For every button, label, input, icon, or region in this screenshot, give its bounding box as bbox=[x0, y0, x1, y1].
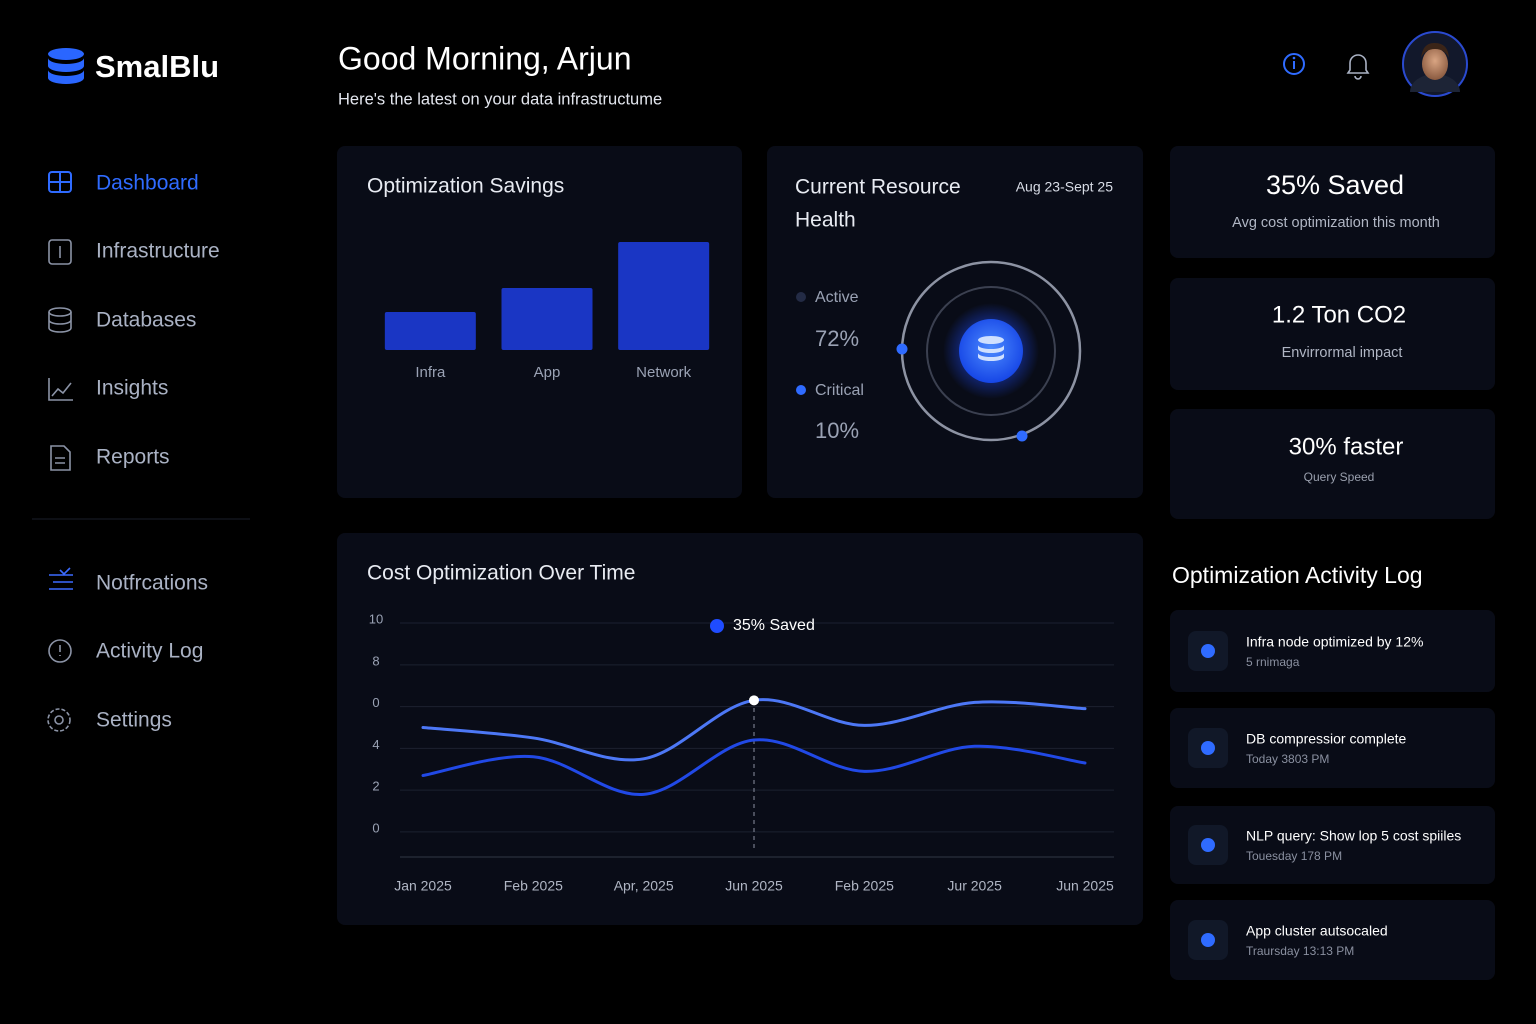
y-tick-label: 8 bbox=[372, 653, 379, 668]
bar[interactable] bbox=[384, 312, 476, 350]
focus-point[interactable] bbox=[749, 695, 759, 706]
log-icon bbox=[1201, 933, 1215, 947]
stat-label: Query Speed bbox=[1304, 470, 1375, 484]
avatar[interactable] bbox=[1402, 31, 1468, 97]
nav-databases[interactable]: Databases bbox=[48, 307, 196, 333]
x-tick-label: Apr, 2025 bbox=[614, 878, 674, 894]
log-card bbox=[1170, 900, 1495, 980]
x-tick-label: Network bbox=[636, 364, 692, 381]
x-tick-label: Jan 2025 bbox=[394, 878, 452, 894]
y-tick-label: 2 bbox=[372, 779, 379, 794]
log-card bbox=[1170, 806, 1495, 884]
x-tick-label: Jur 2025 bbox=[947, 878, 1002, 894]
greeting: Good Morning, Arjun bbox=[338, 40, 632, 76]
y-tick-label: 0 bbox=[372, 695, 379, 710]
x-tick-label: App bbox=[534, 364, 561, 381]
bar[interactable] bbox=[501, 288, 593, 350]
nav-notifications[interactable]: Notfrcations bbox=[49, 567, 208, 595]
stat-value: 35% Saved bbox=[1266, 170, 1404, 200]
legend-dot bbox=[796, 292, 806, 302]
log-title: NLP query: Show lop 5 cost spiiles bbox=[1246, 828, 1461, 844]
legend-dot bbox=[796, 385, 806, 395]
log-title: DB compressior complete bbox=[1246, 731, 1406, 747]
log-time: Traursday 13:13 PM bbox=[1246, 944, 1354, 958]
activity-log: Infra node optimized by 12% 5 rnimaga DB c… bbox=[1170, 610, 1495, 980]
nav-label: Reports bbox=[96, 446, 170, 469]
stat-value: 1.2 Ton CO2 bbox=[1272, 301, 1406, 328]
stat-value: 30% faster bbox=[1289, 433, 1404, 460]
series-line bbox=[421, 738, 1087, 796]
card-title: Health bbox=[795, 209, 856, 232]
log-icon bbox=[1201, 644, 1215, 658]
bar[interactable] bbox=[618, 242, 710, 350]
log-icon bbox=[1201, 838, 1215, 852]
log-time: Today 3803 PM bbox=[1246, 752, 1329, 766]
stat-label: Envirrormal impact bbox=[1282, 345, 1403, 361]
nav-label: Infrastructure bbox=[96, 240, 220, 263]
y-tick-label: 0 bbox=[372, 820, 379, 835]
health-value: 10% bbox=[815, 418, 859, 443]
log-title: Infra node optimized by 12% bbox=[1246, 634, 1423, 650]
subtitle: Here's the latest on your data infrastru… bbox=[338, 90, 662, 108]
section-title: Optimization Activity Log bbox=[1172, 562, 1423, 588]
health-label: Critical bbox=[815, 382, 864, 399]
log-icon bbox=[1201, 741, 1215, 755]
bar-chart: Infra App Network bbox=[384, 242, 710, 381]
nav-dashboard[interactable]: Dashboard bbox=[48, 171, 199, 195]
health-value: 72% bbox=[815, 326, 859, 351]
notifications-button[interactable] bbox=[1346, 54, 1370, 80]
stat-card bbox=[1170, 409, 1495, 519]
info-button[interactable] bbox=[1283, 53, 1305, 75]
card-title: Current Resource bbox=[795, 176, 961, 199]
health-label: Active bbox=[815, 289, 859, 306]
y-tick-label: 4 bbox=[372, 737, 379, 752]
line-chart: 10 8 0 4 2 0 Jan 2025 Feb 2025 Apr, 2025 Jun 2025… bbox=[369, 611, 1114, 893]
log-entry[interactable]: Infra node optimized by 12% 5 rnimaga bbox=[1170, 610, 1495, 692]
date-range: Aug 23-Sept 25 bbox=[1016, 179, 1114, 195]
health-ring bbox=[896, 260, 1082, 442]
x-tick-label: Feb 2025 bbox=[835, 878, 894, 894]
nav-settings[interactable]: Settings bbox=[47, 708, 172, 732]
nav-activity-log[interactable]: Activity Log bbox=[48, 639, 203, 663]
log-entry[interactable]: NLP query: Show lop 5 cost spiiles Touesd… bbox=[1170, 806, 1495, 884]
x-tick-label: Infra bbox=[415, 364, 446, 381]
cost-card bbox=[337, 533, 1143, 925]
annotation-dot bbox=[710, 619, 724, 633]
card-title: Optimization Savings bbox=[367, 175, 564, 198]
nav-infrastructure[interactable]: Infrastructure bbox=[48, 239, 220, 265]
log-time: Touesday 178 PM bbox=[1246, 849, 1342, 863]
log-card bbox=[1170, 708, 1495, 788]
nav-label: Activity Log bbox=[96, 640, 203, 663]
stat-card bbox=[1170, 278, 1495, 390]
log-title: App cluster autsocaled bbox=[1246, 923, 1388, 939]
stat-card bbox=[1170, 146, 1495, 258]
nav-label: Notfrcations bbox=[96, 572, 208, 595]
nav-label: Dashboard bbox=[96, 172, 199, 195]
x-tick-label: Jun 2025 bbox=[1056, 878, 1114, 894]
annotation: 35% Saved bbox=[733, 617, 815, 634]
log-entry[interactable]: App cluster autsocaled Traursday 13:13 PM bbox=[1170, 900, 1495, 980]
log-time: 5 rnimaga bbox=[1246, 655, 1300, 669]
stat-label: Avg cost optimization this month bbox=[1232, 215, 1440, 231]
brand-logo[interactable]: SmalBlu bbox=[48, 48, 219, 84]
nav-reports[interactable]: Reports bbox=[50, 445, 170, 471]
y-tick-label: 10 bbox=[369, 611, 383, 626]
nav-label: Insights bbox=[96, 377, 168, 400]
x-tick-label: Feb 2025 bbox=[504, 878, 563, 894]
nav-label: Databases bbox=[96, 309, 196, 332]
brand-name: SmalBlu bbox=[95, 49, 219, 84]
nav-label: Settings bbox=[96, 709, 172, 732]
x-tick-label: Jun 2025 bbox=[725, 878, 783, 894]
log-entry[interactable]: DB compressior complete Today 3803 PM bbox=[1170, 708, 1495, 788]
nav-insights[interactable]: Insights bbox=[48, 377, 168, 401]
card-title: Cost Optimization Over Time bbox=[367, 562, 635, 585]
log-card bbox=[1170, 610, 1495, 692]
